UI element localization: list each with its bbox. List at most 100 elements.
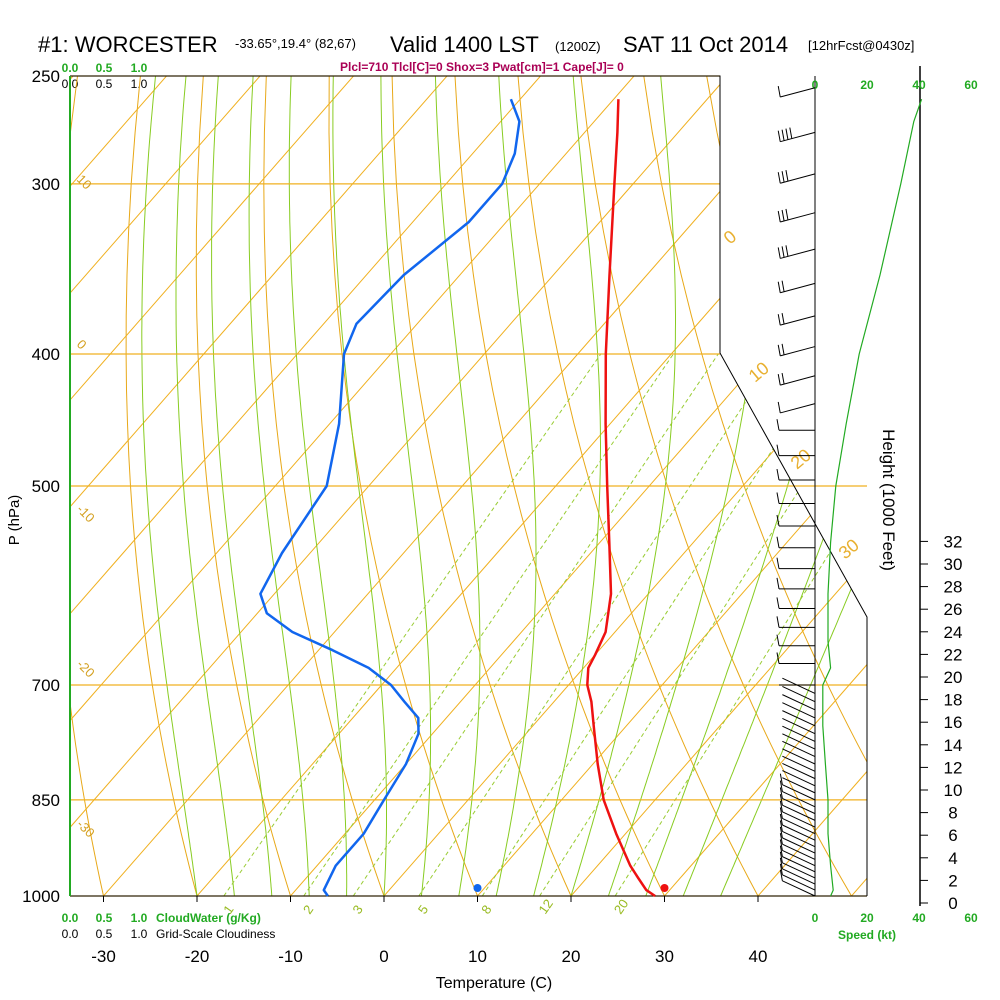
wind-barb-feather [779, 773, 783, 785]
wind-barb-shaft [782, 755, 816, 772]
wind-barb-feather [776, 616, 780, 628]
height-tick-label: 2 [948, 871, 957, 890]
dry-adiabat-line [125, 76, 206, 896]
wind-barb-shaft [782, 811, 816, 828]
wind-barb-feather [776, 492, 780, 504]
dry-adiabat-label: -10 [74, 502, 98, 526]
forecast-date: SAT 11 Oct 2014 [623, 32, 788, 57]
mixing-ratio-label: 12 [535, 896, 556, 916]
height-tick-label: 32 [944, 532, 963, 551]
temperature-tick-label: -10 [278, 947, 303, 966]
wind-barb-shaft [782, 725, 816, 742]
zulu-time: (1200Z) [555, 39, 601, 54]
speed-tick-top: 40 [912, 78, 926, 92]
dry-adiabat-line [328, 76, 490, 896]
mixing-ratio-label: 20 [611, 896, 632, 916]
y-axis-title: P (hPa) [6, 495, 23, 546]
wind-barb-shaft [782, 831, 816, 848]
isotherm-line [70, 76, 354, 896]
wind-barb-shaft [782, 733, 816, 750]
mixing-ratio-line [223, 353, 602, 896]
wind-barb-feather [777, 281, 781, 293]
cloudiness-tick-bottom: 0.0 [62, 927, 79, 941]
moist-adiabat-label: 0 [720, 226, 741, 248]
height-tick-label: 16 [944, 713, 963, 732]
wind-barb-shaft [780, 131, 816, 143]
mixing-ratio-line [539, 353, 867, 896]
moist-adiabat-label: 30 [835, 535, 863, 563]
cloudiness-tick-bottom: 0.5 [96, 927, 113, 941]
height-tick-label: 26 [944, 600, 963, 619]
height-tick-label: 20 [944, 668, 963, 687]
wind-barb-feather [781, 129, 785, 141]
x-axis-title: Temperature (C) [436, 975, 552, 992]
mixing-ratio-label: 8 [478, 902, 494, 917]
isotherm-line [664, 76, 867, 896]
cloudwater-tick: 1.0 [131, 61, 148, 75]
isotherm-line [851, 76, 867, 896]
wind-barb-shaft [782, 797, 816, 815]
wind-barb-feather [777, 172, 781, 184]
dry-adiabat-line [517, 76, 775, 896]
cloudwater-tick-bottom: 0.0 [62, 911, 79, 925]
cloudwater-tick-bottom: 0.5 [96, 911, 113, 925]
dry-adiabat-line [832, 76, 867, 896]
mixing-ratio-line [303, 353, 674, 896]
wind-barb-shaft [782, 702, 816, 719]
moist-adiabat-label: 10 [745, 358, 773, 386]
wind-barb-feather [776, 468, 780, 481]
station-title: #1: WORCESTER [38, 32, 218, 57]
wind-barb-feather [779, 851, 783, 863]
wind-barb-feather [777, 344, 781, 356]
cloudiness-tick: 0.5 [96, 77, 113, 91]
dry-adiabat-line [195, 76, 301, 896]
moist-adiabat-line [380, 76, 432, 896]
wind-barb-shaft [782, 856, 816, 873]
wind-barbs [776, 85, 923, 897]
wind-barb-feather [779, 820, 783, 832]
dry-adiabat-line [391, 76, 585, 896]
wind-barb-feather [776, 634, 780, 646]
pressure-tick-label: 300 [32, 175, 60, 194]
dry-adiabat-label: 10 [74, 172, 95, 193]
wind-barb-shaft [782, 740, 816, 758]
wind-barb-shaft [782, 862, 816, 879]
wind-barb-shaft [782, 837, 816, 854]
cloud-axis-bottom: 0.0 0.5 1.0 0.0 0.5 1.0 [62, 911, 148, 941]
wind-barb-feather [776, 597, 780, 609]
temperature-tick-label: 0 [379, 947, 388, 966]
pressure-tick-label: 500 [32, 477, 60, 496]
wind-barb-feather [779, 813, 783, 826]
dry-adiabat-label: -30 [74, 817, 98, 841]
wind-barb-feather [779, 780, 783, 792]
wind-barb-feather [779, 839, 783, 851]
wind-barb-feather [779, 863, 783, 875]
mixing-ratio-line [418, 353, 778, 896]
wind-barb-shaft [780, 346, 816, 357]
wind-barb-feather [776, 514, 780, 527]
height-tick-label: 10 [944, 781, 963, 800]
wind-barb-shaft [782, 874, 816, 891]
cloud-axis-top-green: 0.0 0.5 1.0 [62, 61, 148, 75]
dry-adiabat-line [580, 76, 867, 896]
speed-tick-top: 20 [860, 78, 874, 92]
wind-barb-feather [777, 401, 781, 414]
wind-barb-feather [785, 128, 789, 140]
surface-temperature-marker [660, 884, 669, 892]
moist-adiabat-label: 20 [787, 445, 815, 473]
height-tick-label: 24 [944, 623, 963, 642]
temperature-tick-label: 40 [749, 947, 768, 966]
moist-adiabat-line [211, 76, 273, 896]
diagram-border [70, 75, 868, 896]
wind-barb-shaft [782, 694, 816, 711]
wind-barb-feather [785, 170, 789, 182]
cloudwater-tick: 0.5 [96, 61, 113, 75]
mixing-ratio-line [614, 353, 867, 896]
wind-barb-feather [776, 577, 780, 589]
isotherm-line [70, 76, 261, 896]
wind-barb-shaft [782, 824, 816, 841]
temperature-tick-label: 10 [468, 947, 487, 966]
pressure-tick-label: 1000 [22, 887, 60, 906]
chart-frame [69, 66, 928, 906]
